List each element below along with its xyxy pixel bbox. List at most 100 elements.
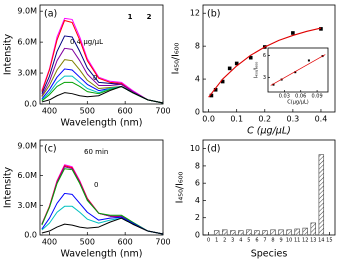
- x-axis-label: Wavelength (nm): [60, 249, 142, 260]
- y-axis-label: Intensity: [3, 166, 14, 208]
- point: [319, 27, 323, 31]
- y-axis-label: I₄₅₀/I₆₀₀: [171, 42, 182, 74]
- x-tick-label: 7: [263, 238, 266, 244]
- line: [41, 192, 164, 235]
- point: [209, 93, 214, 98]
- x-tick-label: 400: [42, 238, 57, 247]
- panel-label: (a): [44, 9, 57, 20]
- point: [234, 61, 239, 66]
- bar: [318, 154, 325, 236]
- bar: [222, 229, 228, 236]
- x-tick-label: 0.2: [258, 115, 271, 124]
- y-tick-label: 3.0M: [17, 201, 37, 210]
- x-tick-label: 500: [80, 107, 95, 116]
- line: [41, 47, 164, 104]
- bar: [246, 229, 252, 236]
- x-axis-label: Species: [251, 249, 288, 260]
- line: [41, 85, 164, 104]
- y-tick-label: 8: [195, 42, 200, 51]
- x-tick-label: 10: [286, 238, 292, 244]
- bar: [262, 230, 268, 236]
- point: [220, 79, 225, 84]
- point: [272, 83, 275, 86]
- x-axis-label: C (μg/μL): [247, 126, 291, 137]
- y-tick-label: 12: [190, 9, 200, 18]
- y-tick-label: 10: [190, 144, 200, 153]
- x-tick-label: 700: [155, 107, 170, 116]
- bar: [286, 229, 292, 236]
- bar: [254, 230, 260, 236]
- x-tick-label: 2: [223, 238, 226, 244]
- y-tick-label: 3.0M: [17, 69, 37, 78]
- point: [213, 87, 218, 92]
- bar: [294, 228, 300, 236]
- bar: [270, 229, 276, 236]
- y-axis-label: Intensity: [3, 33, 14, 75]
- x-tick-label: 600: [118, 107, 133, 116]
- x-tick-label: 6: [255, 238, 258, 244]
- annotation: 0: [94, 181, 98, 189]
- x-axis-label: Wavelength (nm): [60, 118, 142, 129]
- x-tick-label: 0.4: [315, 115, 328, 124]
- y-tick-label: 9.0M: [17, 141, 37, 150]
- y-tick-label: 8: [195, 161, 200, 170]
- line: [41, 17, 164, 104]
- panel-label: (c): [44, 144, 57, 155]
- y-tick-label: 0: [195, 108, 200, 117]
- inset-label: 2: [147, 13, 152, 21]
- x-tick-label: 9: [279, 238, 282, 244]
- point: [294, 71, 297, 74]
- x-tick-label: 400: [42, 107, 57, 116]
- y-tick-label: 6: [263, 53, 266, 59]
- point: [248, 55, 253, 60]
- line: [41, 168, 164, 235]
- x-tick-label: 0: [207, 238, 210, 244]
- inset-label: 1: [128, 13, 133, 21]
- bar: [310, 222, 316, 236]
- y-tick-label: 2: [195, 213, 200, 222]
- x-tick-label: 8: [271, 238, 274, 244]
- y-tick-label: 6.0M: [17, 38, 37, 47]
- x-tick-label: 0.3: [287, 115, 300, 124]
- line: [270, 54, 326, 86]
- bar: [230, 230, 236, 236]
- line: [41, 217, 164, 235]
- bar: [213, 230, 220, 236]
- y-axis-label: I₄₅₀/I₆₀₀: [175, 171, 186, 203]
- plot-frame: [202, 139, 336, 236]
- x-tick-label: 1: [215, 238, 218, 244]
- point: [291, 31, 295, 35]
- point: [307, 59, 310, 62]
- y-tick-label: 0: [195, 231, 200, 240]
- y-tick-label: 6: [195, 179, 200, 188]
- plot-frame: [39, 4, 164, 105]
- x-tick-label: 0.06: [295, 94, 306, 100]
- x-tick-label: 13: [310, 238, 316, 244]
- bar: [302, 227, 308, 236]
- x-axis-label: C(μg/μL): [287, 100, 308, 106]
- x-tick-label: 0.09: [312, 94, 323, 100]
- y-tick-label: 0.0: [24, 231, 37, 240]
- x-tick-label: 5: [247, 238, 250, 244]
- y-tick-label: 4: [195, 196, 200, 205]
- y-tick-label: 3: [263, 75, 266, 81]
- x-tick-label: 14: [318, 238, 324, 244]
- x-tick-label: 3: [231, 238, 234, 244]
- y-axis-label: I₄₅₀/I₆₀₀: [254, 62, 260, 79]
- y-tick-label: 0.0: [24, 100, 37, 109]
- y-tick-label: 9.0M: [17, 7, 37, 16]
- x-tick-label: 4: [239, 238, 242, 244]
- annotation: 60 min: [84, 148, 108, 156]
- point: [227, 66, 232, 71]
- bar: [278, 229, 284, 236]
- line: [208, 27, 322, 98]
- panel-label: (b): [207, 9, 220, 20]
- x-tick-label: 12: [302, 238, 308, 244]
- x-tick-label: 0.0: [202, 115, 215, 124]
- panel-label: (d): [207, 144, 220, 155]
- x-tick-label: 11: [294, 238, 300, 244]
- x-tick-label: 600: [118, 238, 133, 247]
- x-tick-label: 0.03: [279, 94, 290, 100]
- x-tick-label: 0.1: [230, 115, 243, 124]
